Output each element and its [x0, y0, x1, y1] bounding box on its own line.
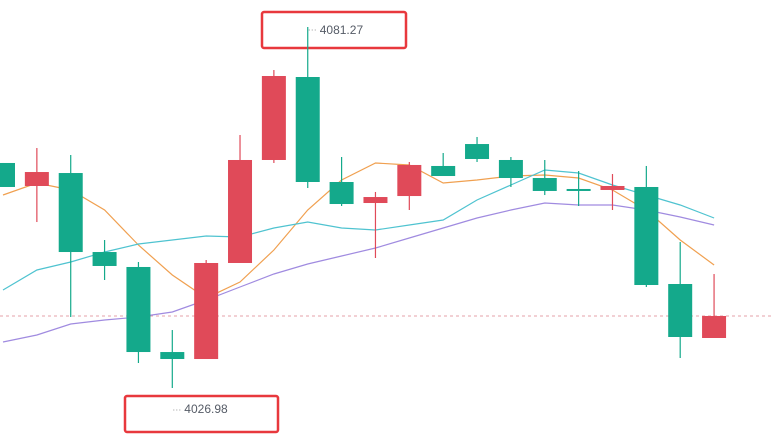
candle-body — [431, 165, 456, 177]
candle-body — [194, 262, 219, 360]
candle-body — [702, 315, 727, 338]
moving-average-line — [2, 202, 715, 343]
candle-body — [58, 173, 83, 253]
candle-body — [329, 182, 354, 205]
candle-body — [498, 159, 523, 179]
candle-body — [634, 186, 659, 286]
candle-body — [261, 76, 286, 160]
candle-body — [24, 172, 49, 186]
candle-body — [465, 144, 490, 159]
moving-average-line — [2, 169, 715, 291]
candle-body — [668, 284, 693, 338]
candle-body — [532, 178, 557, 191]
candle-body — [566, 188, 591, 191]
plot-area: 4081.27 4026.98 — [0, 23, 774, 416]
candle-body — [397, 164, 422, 197]
high-label: 4081.27 — [320, 23, 364, 37]
candle-body — [126, 266, 151, 353]
low-highlight-box — [123, 394, 280, 434]
candle-body — [92, 252, 117, 266]
high-highlight-box — [260, 10, 408, 50]
candle-body — [228, 159, 253, 263]
candle-body — [160, 352, 185, 360]
moving-average-line — [2, 162, 715, 299]
candle-body — [600, 185, 625, 190]
candle-body — [0, 162, 15, 187]
candle-body — [295, 77, 320, 182]
low-label: 4026.98 — [184, 402, 228, 416]
candle-body — [363, 197, 388, 204]
